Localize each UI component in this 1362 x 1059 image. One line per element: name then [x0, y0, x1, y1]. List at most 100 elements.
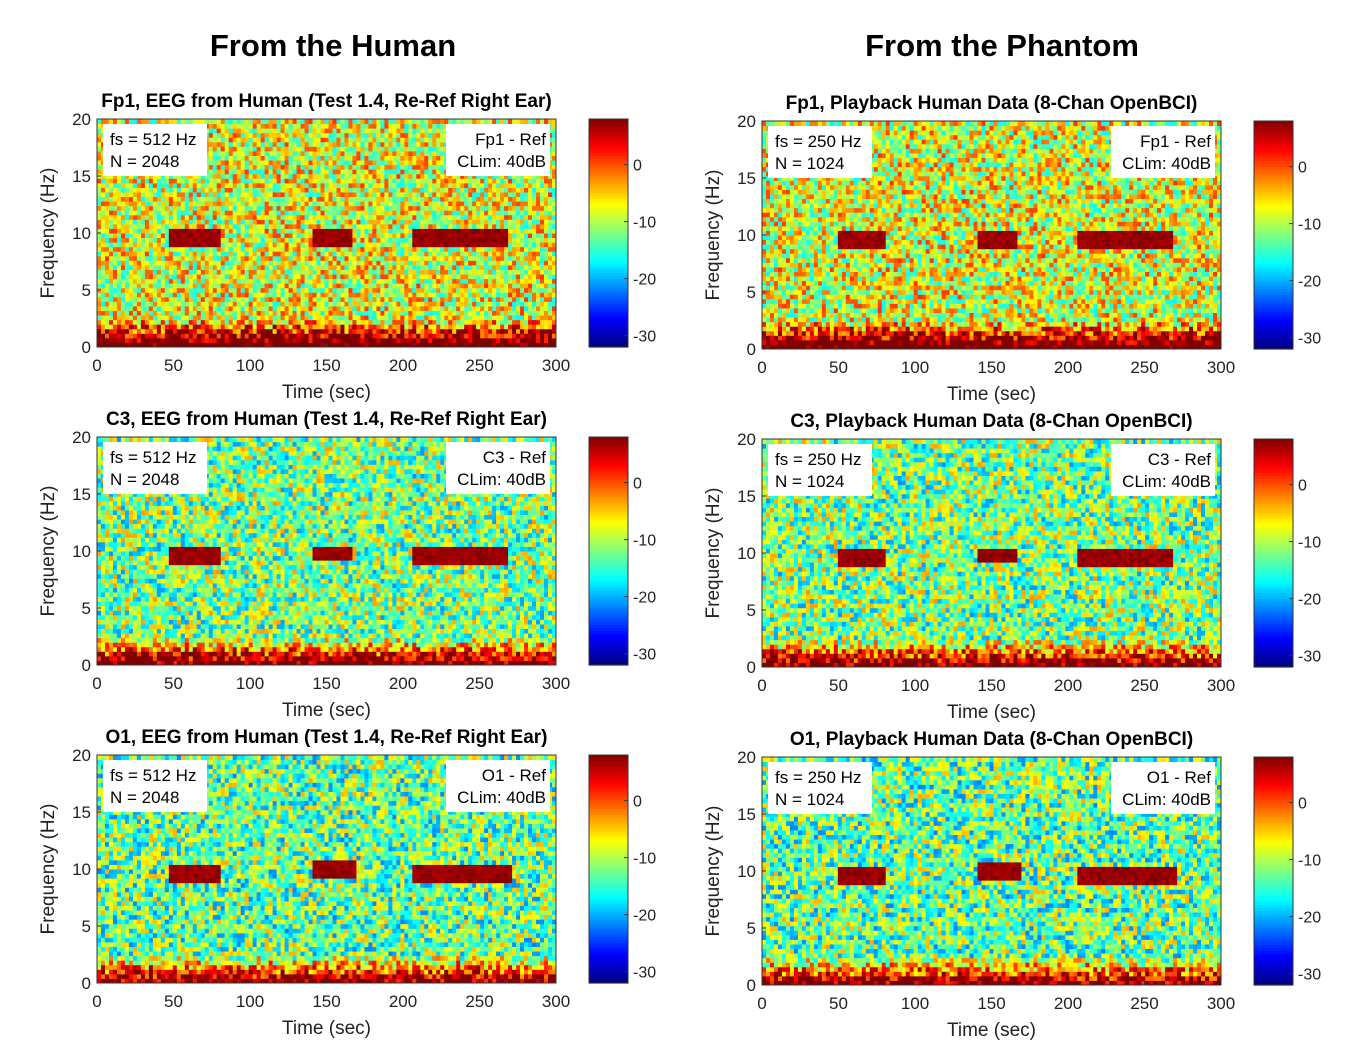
- x-axis-label: Time (sec): [282, 382, 371, 403]
- colorbar: [1254, 121, 1293, 350]
- spectrogram-cells: [762, 757, 1222, 986]
- y-tick-label: 15: [72, 167, 91, 186]
- colorbar: [1254, 439, 1293, 668]
- colorbar-tick-label: -10: [1298, 535, 1321, 552]
- channel-info-box: [1111, 762, 1215, 814]
- y-tick-label: 5: [747, 601, 756, 620]
- colorbar-tick-label: 0: [1298, 796, 1307, 813]
- sampling-rate-label: fs = 250 Hz: [775, 768, 861, 787]
- y-tick-label: 15: [737, 169, 756, 188]
- x-tick-label: 50: [829, 676, 848, 695]
- y-tick-label: 0: [747, 976, 756, 995]
- clim-label: CLim: 40dB: [457, 788, 546, 807]
- channel-label: Fp1 - Ref: [1140, 132, 1211, 151]
- y-tick-label: 10: [72, 224, 91, 243]
- x-tick-label: 100: [901, 994, 929, 1013]
- y-tick-label: 5: [82, 599, 91, 618]
- colorbar-frame: [588, 754, 629, 984]
- x-axis-label: Time (sec): [947, 1020, 1036, 1041]
- clim-label: CLim: 40dB: [1122, 790, 1211, 809]
- sampling-rate-label: fs = 512 Hz: [110, 766, 196, 785]
- x-axis-label: Time (sec): [947, 702, 1036, 723]
- column-title-phantom: From the Phantom: [722, 28, 1282, 64]
- colorbar-tick-label: 0: [633, 476, 642, 493]
- x-tick-label: 150: [312, 674, 340, 693]
- colorbar-tick-label: -30: [633, 647, 656, 664]
- x-tick-label: 100: [236, 674, 264, 693]
- y-axis-label: Frequency (Hz): [38, 486, 59, 617]
- x-tick-label: 200: [1054, 994, 1082, 1013]
- colorbar-tick-label: 0: [633, 158, 642, 175]
- clim-label: CLim: 40dB: [457, 470, 546, 489]
- sampling-rate-label: fs = 250 Hz: [775, 132, 861, 151]
- colorbar-tick-label: -20: [1298, 910, 1321, 927]
- spectrogram-panel-1: Fp1, EEG from Human (Test 1.4, Re-Ref Ri…: [38, 91, 656, 403]
- window-size-label: N = 1024: [775, 472, 844, 491]
- colorbar: [1254, 757, 1293, 986]
- colorbar: [589, 437, 628, 666]
- x-tick-label: 50: [164, 992, 183, 1011]
- x-tick-label: 250: [1130, 676, 1158, 695]
- colorbar-tick-label: -10: [1298, 217, 1321, 234]
- colorbar-tick-label: -10: [633, 851, 656, 868]
- y-tick-label: 10: [72, 542, 91, 561]
- x-tick-label: 300: [542, 992, 570, 1011]
- y-tick-label: 20: [72, 746, 91, 765]
- colorbar-frame: [588, 118, 629, 348]
- y-tick-label: 0: [82, 338, 91, 357]
- panel-title: O1, EEG from Human (Test 1.4, Re-Ref Rig…: [105, 727, 547, 748]
- x-tick-label: 0: [92, 356, 101, 375]
- x-tick-label: 250: [1130, 994, 1158, 1013]
- colorbar-tick-label: -30: [633, 965, 656, 982]
- x-tick-label: 200: [389, 356, 417, 375]
- window-size-label: N = 2048: [110, 788, 179, 807]
- channel-info-box: [446, 124, 550, 176]
- x-tick-label: 250: [465, 992, 493, 1011]
- y-tick-label: 0: [747, 340, 756, 359]
- spectrogram-panel-2: Fp1, Playback Human Data (8-Chan OpenBCI…: [703, 93, 1321, 405]
- colorbar-tick-label: 0: [1298, 478, 1307, 495]
- channel-label: O1 - Ref: [482, 766, 547, 785]
- clim-label: CLim: 40dB: [1122, 154, 1211, 173]
- y-axis-label: Frequency (Hz): [38, 804, 59, 935]
- colorbar-tick-label: -10: [633, 215, 656, 232]
- spectrogram-panel-5: O1, EEG from Human (Test 1.4, Re-Ref Rig…: [38, 727, 656, 1039]
- y-tick-label: 20: [72, 428, 91, 447]
- colorbar-frame: [1253, 120, 1294, 350]
- y-tick-label: 20: [737, 748, 756, 767]
- x-tick-label: 50: [829, 358, 848, 377]
- colorbar-frame: [1253, 438, 1294, 668]
- x-tick-label: 50: [164, 356, 183, 375]
- clim-label: CLim: 40dB: [457, 152, 546, 171]
- y-tick-label: 0: [82, 656, 91, 675]
- x-tick-label: 50: [829, 994, 848, 1013]
- x-tick-label: 100: [236, 992, 264, 1011]
- y-tick-label: 5: [747, 283, 756, 302]
- colorbar-tick-label: -10: [1298, 853, 1321, 870]
- window-size-label: N = 2048: [110, 152, 179, 171]
- y-tick-label: 15: [72, 485, 91, 504]
- window-size-label: N = 1024: [775, 790, 844, 809]
- sampling-info-box: [768, 762, 872, 814]
- channel-label: Fp1 - Ref: [475, 130, 546, 149]
- x-tick-label: 200: [389, 674, 417, 693]
- y-tick-label: 20: [737, 112, 756, 131]
- x-tick-label: 0: [92, 992, 101, 1011]
- x-tick-label: 300: [1207, 676, 1235, 695]
- panel-title: Fp1, EEG from Human (Test 1.4, Re-Ref Ri…: [101, 91, 551, 112]
- panel-title: Fp1, Playback Human Data (8-Chan OpenBCI…: [786, 93, 1198, 114]
- sampling-rate-label: fs = 512 Hz: [110, 448, 196, 467]
- sampling-info-box: [768, 444, 872, 496]
- channel-info-box: [446, 760, 550, 812]
- channel-label: C3 - Ref: [483, 448, 547, 467]
- spectrogram-panel-6: O1, Playback Human Data (8-Chan OpenBCI)…: [703, 729, 1321, 1041]
- x-tick-label: 0: [757, 994, 766, 1013]
- x-tick-label: 250: [1130, 358, 1158, 377]
- column-title-human: From the Human: [53, 28, 613, 64]
- spectrogram-cells: [762, 439, 1222, 668]
- y-tick-label: 10: [737, 226, 756, 245]
- x-tick-label: 300: [542, 674, 570, 693]
- y-axis-label: Frequency (Hz): [38, 168, 59, 299]
- colorbar-tick-label: -20: [1298, 592, 1321, 609]
